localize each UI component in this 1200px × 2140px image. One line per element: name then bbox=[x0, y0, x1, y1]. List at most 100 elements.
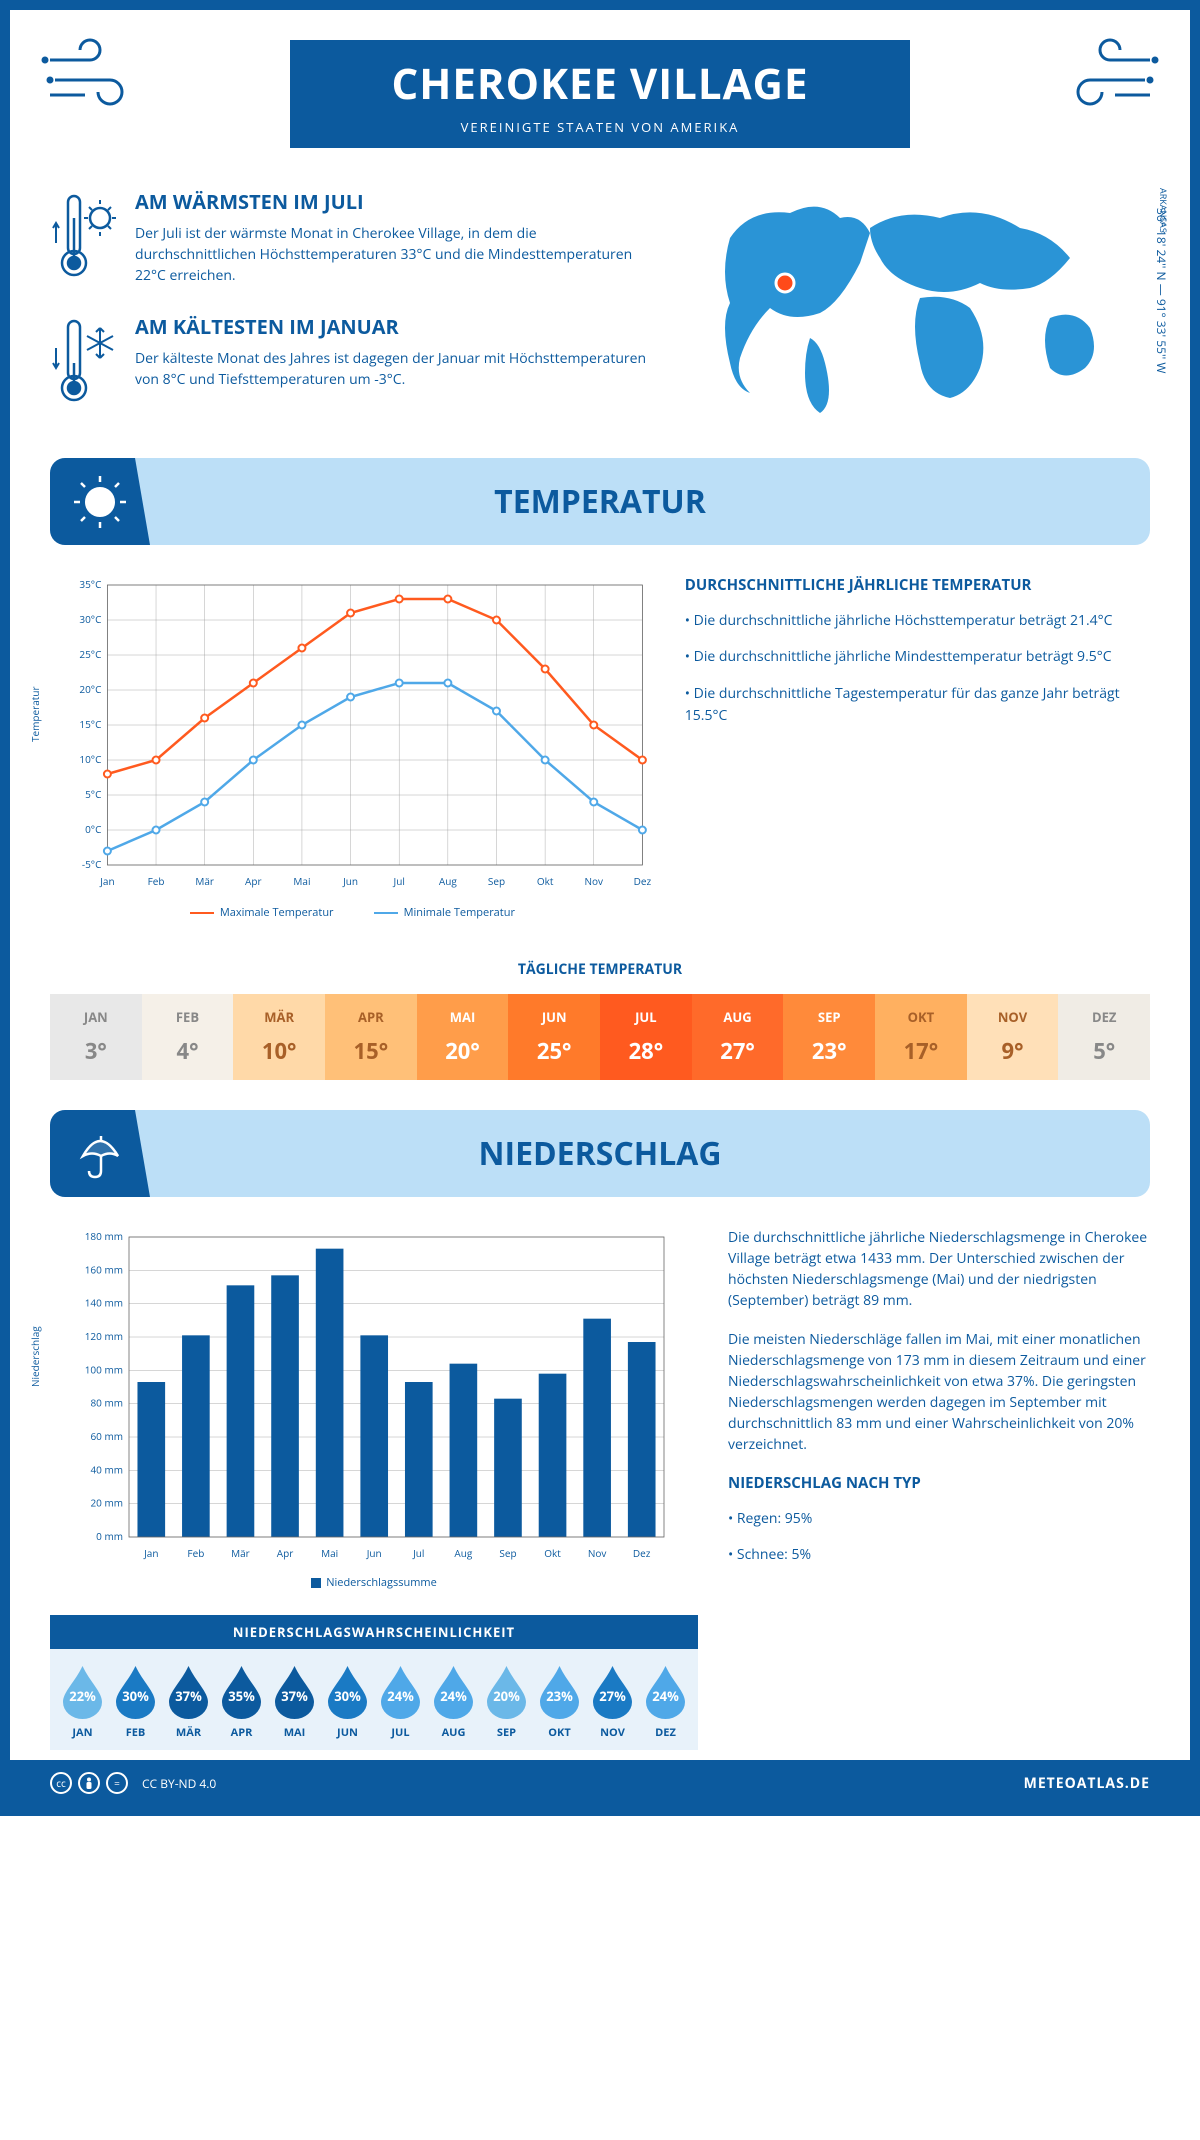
svg-text:Okt: Okt bbox=[544, 1546, 561, 1560]
precip-p2: Die meisten Niederschläge fallen im Mai,… bbox=[728, 1329, 1150, 1455]
month-cell: DEZ5° bbox=[1058, 994, 1150, 1080]
svg-text:35°C: 35°C bbox=[79, 577, 101, 591]
drop-cell: 37%MÄR bbox=[166, 1664, 211, 1740]
svg-text:25°C: 25°C bbox=[79, 647, 101, 661]
month-cell: MAI20° bbox=[417, 994, 509, 1080]
svg-text:20 mm: 20 mm bbox=[90, 1496, 123, 1510]
svg-text:Nov: Nov bbox=[584, 874, 603, 888]
svg-text:Mai: Mai bbox=[293, 874, 310, 888]
site-name: METEOATLAS.DE bbox=[1024, 1774, 1150, 1793]
legend-min: Minimale Temperatur bbox=[404, 905, 515, 920]
by-icon bbox=[78, 1772, 100, 1794]
coords-label: 36° 18' 24'' N — 91° 33' 55'' W bbox=[1153, 208, 1170, 373]
temperature-chart: Temperatur -5°C0°C5°C10°C15°C20°C25°C30°… bbox=[50, 575, 655, 920]
bar-legend: Niederschlagssumme bbox=[326, 1575, 437, 1590]
svg-text:180 mm: 180 mm bbox=[85, 1229, 123, 1243]
svg-text:Jun: Jun bbox=[342, 874, 358, 888]
svg-text:Jan: Jan bbox=[99, 874, 114, 888]
month-cell: FEB4° bbox=[142, 994, 234, 1080]
month-cell: MÄR10° bbox=[233, 994, 325, 1080]
section-title: NIEDERSCHLAG bbox=[478, 1132, 721, 1175]
svg-text:80 mm: 80 mm bbox=[90, 1396, 123, 1410]
daily-temp-grid: JAN3°FEB4°MÄR10°APR15°MAI20°JUN25°JUL28°… bbox=[50, 994, 1150, 1080]
warmest-text: Der Juli ist der wärmste Monat in Cherok… bbox=[135, 223, 660, 286]
cc-license: cc = CC BY-ND 4.0 bbox=[50, 1772, 216, 1794]
drop-cell: 24%DEZ bbox=[643, 1664, 688, 1740]
info-heading: DURCHSCHNITTLICHE JÄHRLICHE TEMPERATUR bbox=[685, 575, 1150, 595]
svg-text:Sep: Sep bbox=[499, 1546, 516, 1560]
svg-text:60 mm: 60 mm bbox=[90, 1429, 123, 1443]
month-cell: OKT17° bbox=[875, 994, 967, 1080]
drop-cell: 24%AUG bbox=[431, 1664, 476, 1740]
y-axis-label: Niederschlag bbox=[28, 1326, 42, 1387]
footer: cc = CC BY-ND 4.0 METEOATLAS.DE bbox=[10, 1760, 1190, 1806]
drop-section: NIEDERSCHLAGSWAHRSCHEINLICHKEIT 22%JAN 30… bbox=[50, 1615, 698, 1750]
intro-row: AM WÄRMSTEN IM JULI Der Juli ist der wär… bbox=[10, 158, 1190, 458]
drop-cell: 37%MAI bbox=[272, 1664, 317, 1740]
coldest-heading: AM KÄLTESTEN IM JANUAR bbox=[135, 313, 660, 340]
daily-title: TÄGLICHE TEMPERATUR bbox=[10, 960, 1190, 979]
svg-text:Jul: Jul bbox=[412, 1546, 424, 1560]
precip-section-bar: NIEDERSCHLAG bbox=[50, 1110, 1150, 1197]
chart-legend: Maximale Temperatur Minimale Temperatur bbox=[50, 905, 655, 920]
page-subtitle: VEREINIGTE STAATEN VON AMERIKA bbox=[350, 118, 850, 136]
svg-text:30°C: 30°C bbox=[79, 612, 101, 626]
type-item: • Schnee: 5% bbox=[728, 1544, 1150, 1566]
svg-text:20°C: 20°C bbox=[79, 682, 101, 696]
svg-text:120 mm: 120 mm bbox=[85, 1329, 123, 1343]
legend-max: Maximale Temperatur bbox=[220, 905, 334, 920]
svg-text:Mär: Mär bbox=[195, 874, 214, 888]
svg-text:0 mm: 0 mm bbox=[96, 1529, 123, 1543]
svg-text:Jun: Jun bbox=[366, 1546, 382, 1560]
warmest-heading: AM WÄRMSTEN IM JULI bbox=[135, 188, 660, 215]
section-title: TEMPERATUR bbox=[494, 480, 706, 523]
svg-text:Nov: Nov bbox=[588, 1546, 607, 1560]
svg-text:40 mm: 40 mm bbox=[90, 1462, 123, 1476]
title-block: CHEROKEE VILLAGE VEREINIGTE STAATEN VON … bbox=[290, 40, 910, 148]
svg-text:100 mm: 100 mm bbox=[85, 1362, 123, 1376]
info-bullet: • Die durchschnittliche Tagestemperatur … bbox=[685, 683, 1150, 728]
world-map: ARKANSAS 36° 18' 24'' N — 91° 33' 55'' W bbox=[690, 188, 1150, 438]
drop-title: NIEDERSCHLAGSWAHRSCHEINLICHKEIT bbox=[50, 1615, 698, 1649]
infographic-page: CHEROKEE VILLAGE VEREINIGTE STAATEN VON … bbox=[0, 0, 1200, 1816]
y-axis-label: Temperatur bbox=[28, 686, 42, 742]
umbrella-icon bbox=[50, 1110, 150, 1197]
svg-text:Dez: Dez bbox=[633, 1546, 651, 1560]
svg-text:Sep: Sep bbox=[488, 874, 505, 888]
svg-text:-5°C: -5°C bbox=[82, 857, 102, 871]
info-bullet: • Die durchschnittliche jährliche Höchst… bbox=[685, 610, 1150, 632]
wind-icon bbox=[40, 35, 140, 120]
svg-text:0°C: 0°C bbox=[85, 822, 101, 836]
wind-icon bbox=[1060, 35, 1160, 120]
thermometer-hot-icon bbox=[50, 188, 120, 288]
nd-icon: = bbox=[106, 1772, 128, 1794]
svg-text:Jan: Jan bbox=[143, 1546, 158, 1560]
svg-text:Mai: Mai bbox=[321, 1546, 338, 1560]
header: CHEROKEE VILLAGE VEREINIGTE STAATEN VON … bbox=[10, 10, 1190, 158]
temperature-area: Temperatur -5°C0°C5°C10°C15°C20°C25°C30°… bbox=[10, 545, 1190, 930]
drop-cell: 22%JAN bbox=[60, 1664, 105, 1740]
cc-icon: cc bbox=[50, 1772, 72, 1794]
precip-info: Die durchschnittliche jährliche Niedersc… bbox=[728, 1227, 1150, 1750]
page-title: CHEROKEE VILLAGE bbox=[350, 55, 850, 112]
drop-cell: 24%JUL bbox=[378, 1664, 423, 1740]
license-text: CC BY-ND 4.0 bbox=[142, 1775, 216, 1792]
svg-text:Okt: Okt bbox=[537, 874, 554, 888]
svg-text:Apr: Apr bbox=[277, 1546, 294, 1560]
month-cell: JUL28° bbox=[600, 994, 692, 1080]
month-cell: NOV9° bbox=[967, 994, 1059, 1080]
month-cell: AUG27° bbox=[692, 994, 784, 1080]
type-item: • Regen: 95% bbox=[728, 1508, 1150, 1530]
month-cell: SEP23° bbox=[783, 994, 875, 1080]
info-bullet: • Die durchschnittliche jährliche Mindes… bbox=[685, 646, 1150, 668]
svg-text:Apr: Apr bbox=[245, 874, 262, 888]
svg-text:5°C: 5°C bbox=[85, 787, 101, 801]
temperature-info: DURCHSCHNITTLICHE JÄHRLICHE TEMPERATUR •… bbox=[685, 575, 1150, 920]
warmest-block: AM WÄRMSTEN IM JULI Der Juli ist der wär… bbox=[50, 188, 660, 288]
drop-cell: 20%SEP bbox=[484, 1664, 529, 1740]
precip-chart: Niederschlag 0 mm20 mm40 mm60 mm80 mm100… bbox=[50, 1227, 698, 1750]
svg-text:Feb: Feb bbox=[187, 1546, 204, 1560]
drop-cell: 30%JUN bbox=[325, 1664, 370, 1740]
drop-cell: 27%NOV bbox=[590, 1664, 635, 1740]
svg-text:Dez: Dez bbox=[634, 874, 652, 888]
